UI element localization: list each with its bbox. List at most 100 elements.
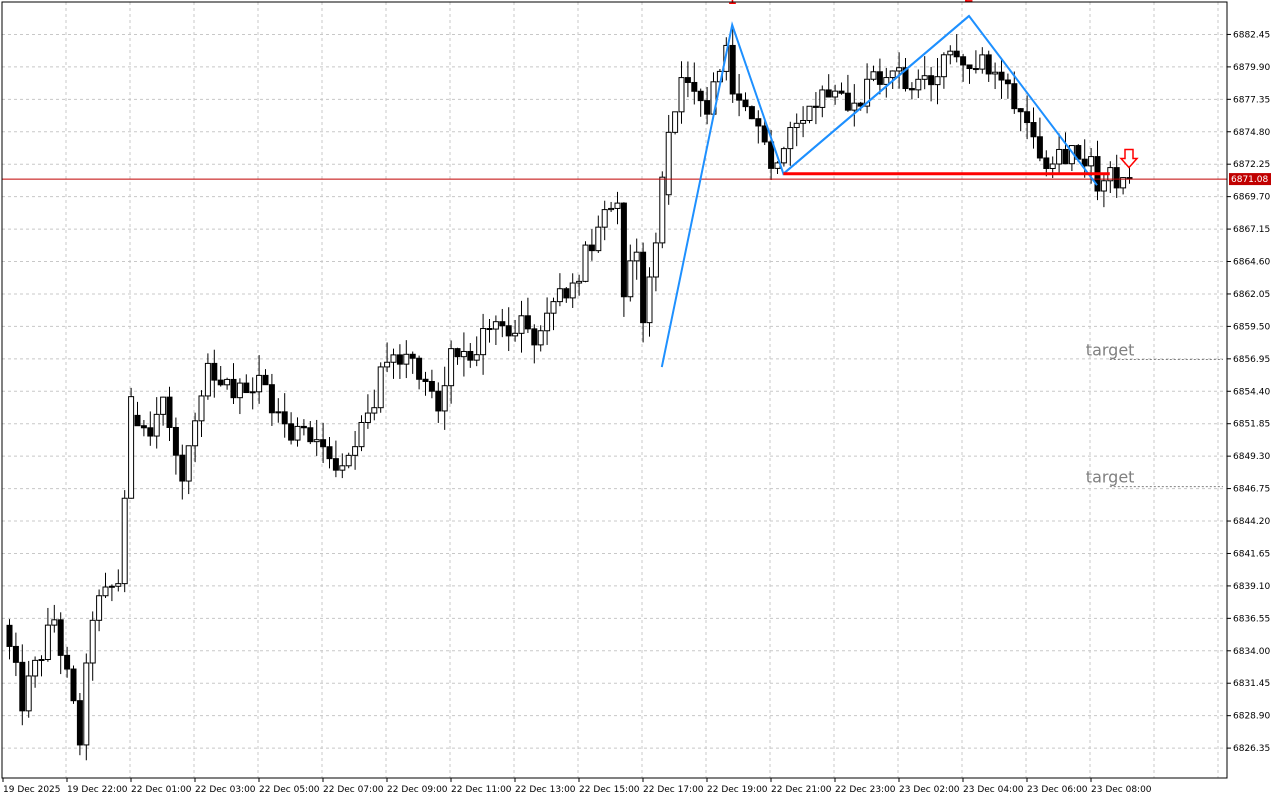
candle-body-bull — [249, 391, 256, 394]
candle-body-bear — [64, 654, 71, 670]
candle-body-bear — [172, 426, 179, 456]
candle — [780, 146, 787, 167]
candle-body-bear — [288, 423, 295, 441]
candle — [428, 369, 435, 399]
candle-body-bear — [262, 374, 269, 386]
candle-body-bull — [460, 350, 467, 358]
candle — [19, 644, 26, 726]
candle — [544, 297, 551, 345]
candle-body-bear — [147, 427, 154, 437]
candle — [377, 362, 384, 413]
time-axis-label: 23 Dec 02:00 — [899, 785, 960, 795]
candle-body-bear — [697, 90, 704, 102]
candle — [505, 307, 512, 352]
candle — [172, 417, 179, 475]
candle — [755, 110, 762, 144]
candle — [422, 371, 429, 396]
candle-body-bear — [307, 427, 314, 443]
candle — [416, 355, 423, 390]
candle — [870, 65, 877, 82]
price-axis-label: 6864.60 — [1233, 258, 1270, 268]
candle — [704, 87, 711, 125]
pattern-diagonal-line[interactable] — [782, 15, 970, 175]
candle-body-bear — [486, 328, 493, 331]
price-axis-label: 6844.20 — [1233, 517, 1270, 527]
candle — [1036, 117, 1043, 162]
candle — [844, 74, 851, 112]
candle — [204, 353, 211, 400]
candle-body-bear — [838, 90, 845, 94]
candle — [678, 61, 685, 124]
candle-body-bear — [985, 54, 992, 75]
candle — [633, 238, 640, 280]
candle-body-bear — [396, 354, 403, 365]
candle-body-bull — [160, 396, 167, 415]
time-axis-label: 22 Dec 01:00 — [131, 785, 192, 795]
candle — [992, 62, 999, 90]
candle — [1062, 132, 1069, 165]
candle — [313, 419, 320, 456]
candle-body-bear — [268, 384, 275, 414]
time-axis-label: 22 Dec 15:00 — [579, 785, 640, 795]
price-axis-label: 6859.50 — [1233, 322, 1270, 332]
candle — [320, 422, 327, 464]
candle — [1024, 95, 1031, 140]
candle — [1004, 73, 1011, 99]
candle-body-bear — [422, 378, 429, 382]
candle-body-bear — [620, 202, 627, 298]
candle — [1017, 107, 1024, 132]
candle — [300, 419, 307, 436]
candle — [454, 347, 461, 365]
candle — [121, 490, 128, 593]
candle — [230, 363, 237, 404]
candle-body-bear — [243, 382, 250, 394]
candle-body-bull — [83, 662, 90, 746]
candle — [697, 88, 704, 117]
candle-body-bull — [793, 122, 800, 129]
candle — [89, 611, 96, 681]
candle-body-bear — [6, 624, 13, 647]
candle — [691, 62, 698, 105]
candle-body-bull — [819, 89, 826, 108]
candle-body-bear — [134, 414, 141, 427]
candle — [153, 397, 160, 449]
candle — [908, 82, 915, 100]
candle-body-bear — [76, 700, 83, 746]
candle-body-bull — [678, 77, 685, 113]
price-axis-label: 6851.85 — [1233, 420, 1270, 430]
candle — [185, 445, 192, 495]
pattern-label-2: 2 — [964, 0, 974, 6]
candle-body-bear — [1043, 157, 1050, 169]
candle — [358, 415, 365, 452]
price-axis-label: 6867.15 — [1233, 225, 1270, 235]
candle-body-bear — [902, 67, 909, 90]
candle-body-bull — [198, 395, 205, 422]
candle-body-bear — [972, 68, 979, 71]
candle — [832, 84, 839, 105]
candle-body-bear — [966, 64, 973, 70]
candle-body-bull — [371, 407, 378, 414]
candle — [588, 229, 595, 261]
candle — [851, 84, 858, 127]
candle — [736, 73, 743, 117]
candle-body-bull — [1056, 148, 1063, 165]
candle-body-bull — [601, 209, 608, 228]
candle — [819, 85, 826, 118]
candle — [83, 653, 90, 761]
candle-body-bear — [19, 661, 26, 712]
candle — [793, 113, 800, 147]
candle — [659, 171, 666, 249]
candle-body-bear — [844, 92, 851, 111]
candle-body-bear — [588, 244, 595, 252]
candle-body-bull — [608, 207, 615, 211]
candle-body-bull — [115, 583, 122, 587]
candle — [6, 619, 13, 660]
candle — [448, 340, 455, 404]
candle — [64, 646, 71, 678]
candle — [211, 349, 218, 398]
target-label-2: target — [1086, 468, 1135, 487]
candle — [371, 389, 378, 421]
candle-body-bull — [89, 619, 96, 664]
